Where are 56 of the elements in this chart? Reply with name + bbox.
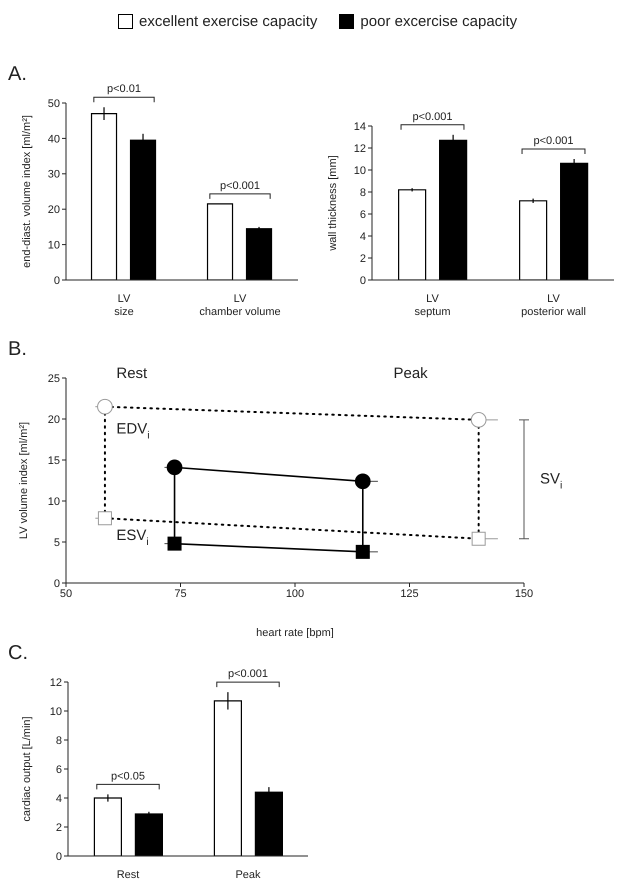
x-tick-label: LV septum <box>414 293 451 318</box>
chart-title: A. <box>8 63 27 86</box>
x-axis-title: heart rate [bpm] <box>256 627 334 639</box>
text: p<0.001 <box>412 110 453 123</box>
chart-title: B. <box>8 338 27 361</box>
y-tick-label: 10 <box>50 706 62 718</box>
y-tick-label: 8 <box>56 734 62 747</box>
annotation: EDV$_{i}$ <box>116 420 150 442</box>
y-tick-label: 0 <box>54 578 60 590</box>
y-tick-label: 8 <box>360 186 366 199</box>
text: p<0.01 <box>107 83 141 96</box>
y-tick-label: 10 <box>48 240 60 252</box>
y-tick-label: 0 <box>56 850 62 863</box>
annotation: p<0.05 <box>111 770 145 782</box>
y-tick-label: 0 <box>360 274 366 287</box>
text: SV$_{i}$ <box>540 470 562 492</box>
y-axis-title: end-diast. volume index [ml/m²] <box>20 115 33 268</box>
y-tick-label: 20 <box>48 204 60 216</box>
annotation: p<0.001 <box>533 135 574 147</box>
y-tick-label: 14 <box>354 120 366 133</box>
y-tick-label: 20 <box>48 414 60 426</box>
y-axis-title: wall thickness [mm] <box>326 155 339 252</box>
x-tick-label: 100 <box>286 588 304 600</box>
y-tick-label: 0 <box>54 274 60 287</box>
annotation: Peak <box>393 364 428 382</box>
x-tick-label: LV size <box>114 293 134 318</box>
annotation: p<0.001 <box>220 180 260 192</box>
y-tick-label: 12 <box>50 676 62 689</box>
y-tick-label: 6 <box>360 208 366 221</box>
y-tick-label: 10 <box>48 496 60 508</box>
x-tick-label: LV chamber volume <box>199 293 281 318</box>
x-tick-label: 150 <box>514 588 534 600</box>
text: p<0.001 <box>228 668 268 680</box>
y-tick-label: 5 <box>54 536 60 549</box>
y-tick-label: 30 <box>48 168 60 181</box>
annotation: ESV$_{i}$ <box>116 526 149 548</box>
y-tick-label: 2 <box>360 252 366 265</box>
y-tick-label: 50 <box>48 98 60 110</box>
legend-label: poor excercise capacity <box>360 13 518 30</box>
y-tick-label: 4 <box>56 792 62 805</box>
legend-label: excellent exercise capacity <box>139 13 318 30</box>
y-axis-title: cardiac output [L/min] <box>20 716 33 822</box>
x-tick-label: LV posterior wall <box>521 293 586 318</box>
y-tick-label: 40 <box>48 133 60 146</box>
y-tick-label: 6 <box>56 764 62 776</box>
annotation: Rest <box>116 364 148 382</box>
y-tick-label: 10 <box>354 164 366 177</box>
y-tick-label: 4 <box>360 230 366 243</box>
x-tick-label: 75 <box>174 588 187 600</box>
chart-title: C. <box>8 642 28 665</box>
y-axis-title: LV volume index [ml/m²] <box>18 422 30 540</box>
y-tick-label: 25 <box>48 372 60 385</box>
x-tick-label: 125 <box>400 588 419 600</box>
y-tick-label: 2 <box>56 822 62 834</box>
y-tick-label: 12 <box>354 142 366 155</box>
y-tick-label: 15 <box>48 454 60 467</box>
